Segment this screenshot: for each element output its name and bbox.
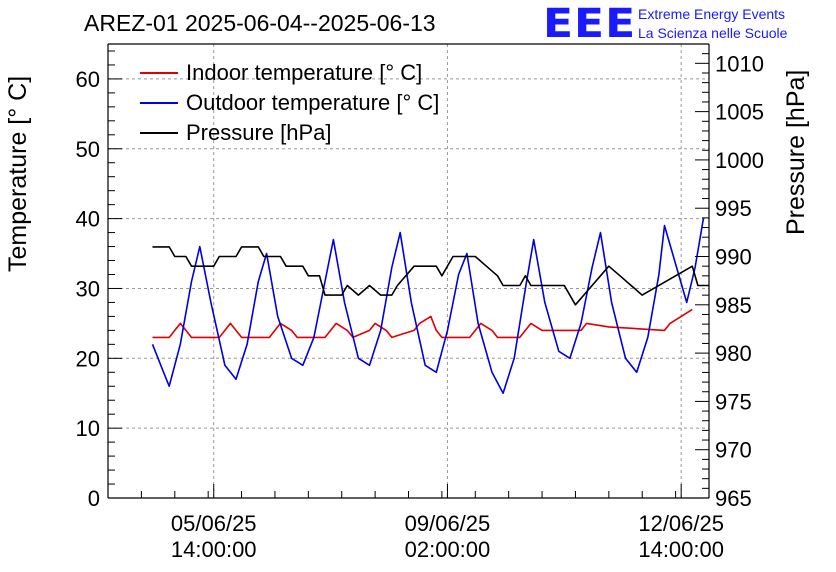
eee-logo-text: Extreme Energy Events La Scienza nelle S…: [638, 5, 787, 43]
y2-tick-label: 1010: [715, 51, 764, 76]
logo-line-1: Extreme Energy Events: [638, 6, 786, 22]
y2-tick-label: 990: [715, 245, 752, 270]
legend-swatch-pressure: [140, 132, 178, 134]
y2-tick-label: 980: [715, 341, 752, 366]
legend-item-pressure: Pressure [hPa]: [140, 118, 439, 148]
tick-labels: 0 10 20 30 40 50 60 965 970 975 980 985 990 995 1000 10…: [76, 51, 764, 562]
legend-item-indoor: Indoor temperature [° C]: [140, 58, 439, 88]
y-tick-label: 10: [76, 416, 100, 441]
series-lines: [151, 218, 709, 395]
legend-label-pressure: Pressure [hPa]: [186, 120, 332, 145]
y2-tick-label: 965: [715, 486, 752, 511]
y2-tick-label: 1000: [715, 148, 764, 173]
y2-axis-title: Pressure [hPa]: [782, 69, 810, 235]
y2-tick-label: 995: [715, 196, 752, 221]
grid-lines: [108, 44, 709, 498]
y2-tick-label: 985: [715, 293, 752, 318]
y-tick-label: 40: [76, 207, 100, 232]
y-tick-label: 30: [76, 276, 100, 301]
x-tick-label-time: 14:00:00: [171, 537, 257, 562]
eee-logo-mark: EEE: [543, 0, 637, 47]
y-tick-label: 50: [76, 137, 100, 162]
x-tick-label-date: 09/06/25: [405, 511, 491, 536]
legend: Indoor temperature [° C] Outdoor tempera…: [140, 58, 439, 148]
x-tick-label-date: 05/06/25: [171, 511, 257, 536]
axes: [107, 43, 710, 499]
y2-tick-label: 970: [715, 438, 752, 463]
chart-title: AREZ-01 2025-06-04--2025-06-13: [84, 10, 436, 36]
series-line-pressure: [152, 246, 709, 306]
x-tick-label-time: 14:00:00: [638, 537, 724, 562]
legend-swatch-indoor: [140, 72, 178, 74]
legend-label-outdoor: Outdoor temperature [° C]: [186, 90, 440, 115]
logo-line-2: La Scienza nelle Scuole: [638, 25, 788, 41]
series-line-indoor: [152, 308, 693, 339]
y-tick-label: 0: [88, 486, 100, 511]
legend-label-indoor: Indoor temperature [° C]: [186, 60, 423, 85]
legend-swatch-outdoor: [140, 102, 178, 104]
y-tick-label: 60: [76, 67, 100, 92]
series-line-outdoor: [151, 218, 705, 395]
y2-tick-label: 1005: [715, 100, 764, 125]
y2-tick-label: 975: [715, 389, 752, 414]
y-axis-title: Temperature [° C]: [4, 75, 32, 272]
x-tick-label-date: 12/06/25: [638, 511, 724, 536]
y-tick-label: 20: [76, 346, 100, 371]
x-tick-label-time: 02:00:00: [405, 537, 491, 562]
legend-item-outdoor: Outdoor temperature [° C]: [140, 88, 439, 118]
